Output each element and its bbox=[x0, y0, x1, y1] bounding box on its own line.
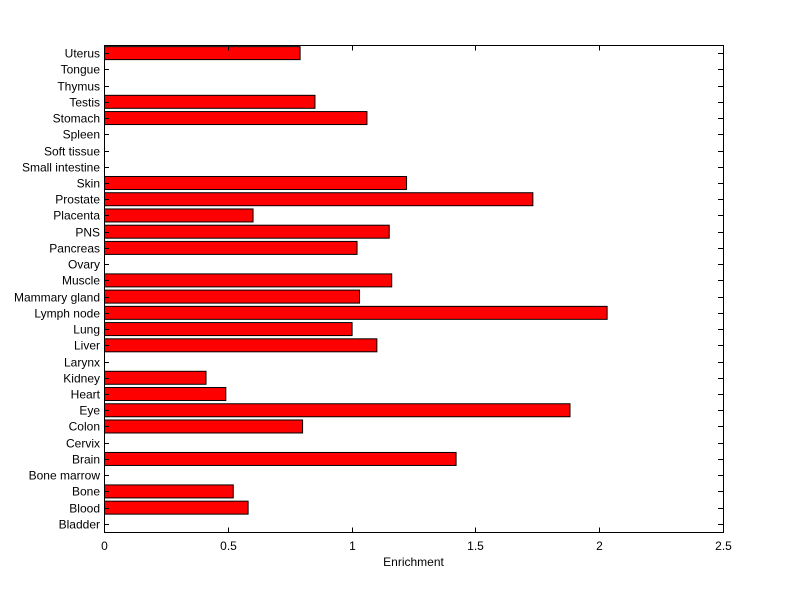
x-tick-label: 1 bbox=[349, 539, 356, 553]
bar-heart bbox=[104, 387, 227, 402]
bar-bone bbox=[104, 484, 234, 499]
y-tick-label: Eye bbox=[79, 404, 100, 418]
bar-stomach bbox=[104, 111, 368, 126]
y-tick-label: Testis bbox=[69, 96, 100, 110]
bar-skin bbox=[104, 175, 408, 190]
y-tick-label: Ovary bbox=[68, 258, 100, 272]
bar-eye bbox=[104, 403, 571, 418]
bar-kidney bbox=[104, 370, 207, 385]
y-tick-label: Brain bbox=[72, 453, 100, 467]
y-tick-label: Mammary gland bbox=[14, 291, 100, 305]
y-tick-label: Larynx bbox=[64, 356, 100, 370]
bar-brain bbox=[104, 451, 457, 466]
y-tick-label: Liver bbox=[74, 339, 100, 353]
y-tick-label: Tongue bbox=[61, 63, 101, 77]
y-tick-label: Blood bbox=[69, 502, 100, 516]
y-tick-label: Skin bbox=[77, 177, 100, 191]
bar-placenta bbox=[104, 208, 254, 223]
y-tick-label: Muscle bbox=[62, 274, 100, 288]
plot-area-frame bbox=[104, 45, 724, 533]
y-tick-label: Bladder bbox=[59, 518, 100, 532]
x-tick-label: 2.5 bbox=[715, 539, 732, 553]
y-tick-label: Heart bbox=[71, 388, 101, 402]
bar-lymph-node bbox=[104, 305, 608, 320]
y-tick-label: Pancreas bbox=[49, 242, 100, 256]
x-axis-label: Enrichment bbox=[383, 555, 444, 569]
y-tick-label: Cervix bbox=[66, 437, 100, 451]
y-tick-label: Stomach bbox=[53, 112, 100, 126]
y-tick-label: Lung bbox=[73, 323, 100, 337]
bar-blood bbox=[104, 500, 249, 515]
bar-colon bbox=[104, 419, 304, 434]
y-tick-label: Bone bbox=[72, 485, 100, 499]
bar-pns bbox=[104, 224, 390, 239]
x-axis-ticks: 0 0.5 1 1.5 2 2.5 bbox=[101, 45, 732, 553]
y-tick-label: Placenta bbox=[53, 209, 100, 223]
y-tick-label: Kidney bbox=[63, 372, 100, 386]
x-tick-label: 0.5 bbox=[220, 539, 237, 553]
bar-muscle bbox=[104, 273, 393, 288]
y-tick-label: PNS bbox=[75, 226, 100, 240]
bar-liver bbox=[104, 338, 378, 353]
y-tick-label: Soft tissue bbox=[44, 145, 100, 159]
x-tick-label: 1.5 bbox=[467, 539, 484, 553]
y-tick-label: Bone marrow bbox=[29, 469, 101, 483]
bar-prostate bbox=[104, 192, 534, 207]
y-tick-label: Lymph node bbox=[34, 307, 100, 321]
y-tick-label: Uterus bbox=[65, 47, 100, 61]
x-tick-label: 0 bbox=[101, 539, 108, 553]
y-tick-label: Thymus bbox=[57, 80, 100, 94]
bar-uterus bbox=[104, 46, 301, 61]
x-tick-label: 2 bbox=[596, 539, 603, 553]
y-tick-label: Small intestine bbox=[22, 161, 100, 175]
y-tick-label: Colon bbox=[69, 420, 100, 434]
bar-mammary-gland bbox=[104, 289, 361, 304]
bars-group bbox=[104, 46, 608, 515]
y-axis-ticks: Bladder Blood Bone Bone marrow Brain Cervix Co… bbox=[14, 47, 723, 532]
bar-pancreas bbox=[104, 240, 358, 255]
y-tick-label: Spleen bbox=[63, 128, 100, 142]
y-tick-label: Prostate bbox=[55, 193, 100, 207]
bar-testis bbox=[104, 94, 316, 109]
bar-lung bbox=[104, 322, 353, 337]
